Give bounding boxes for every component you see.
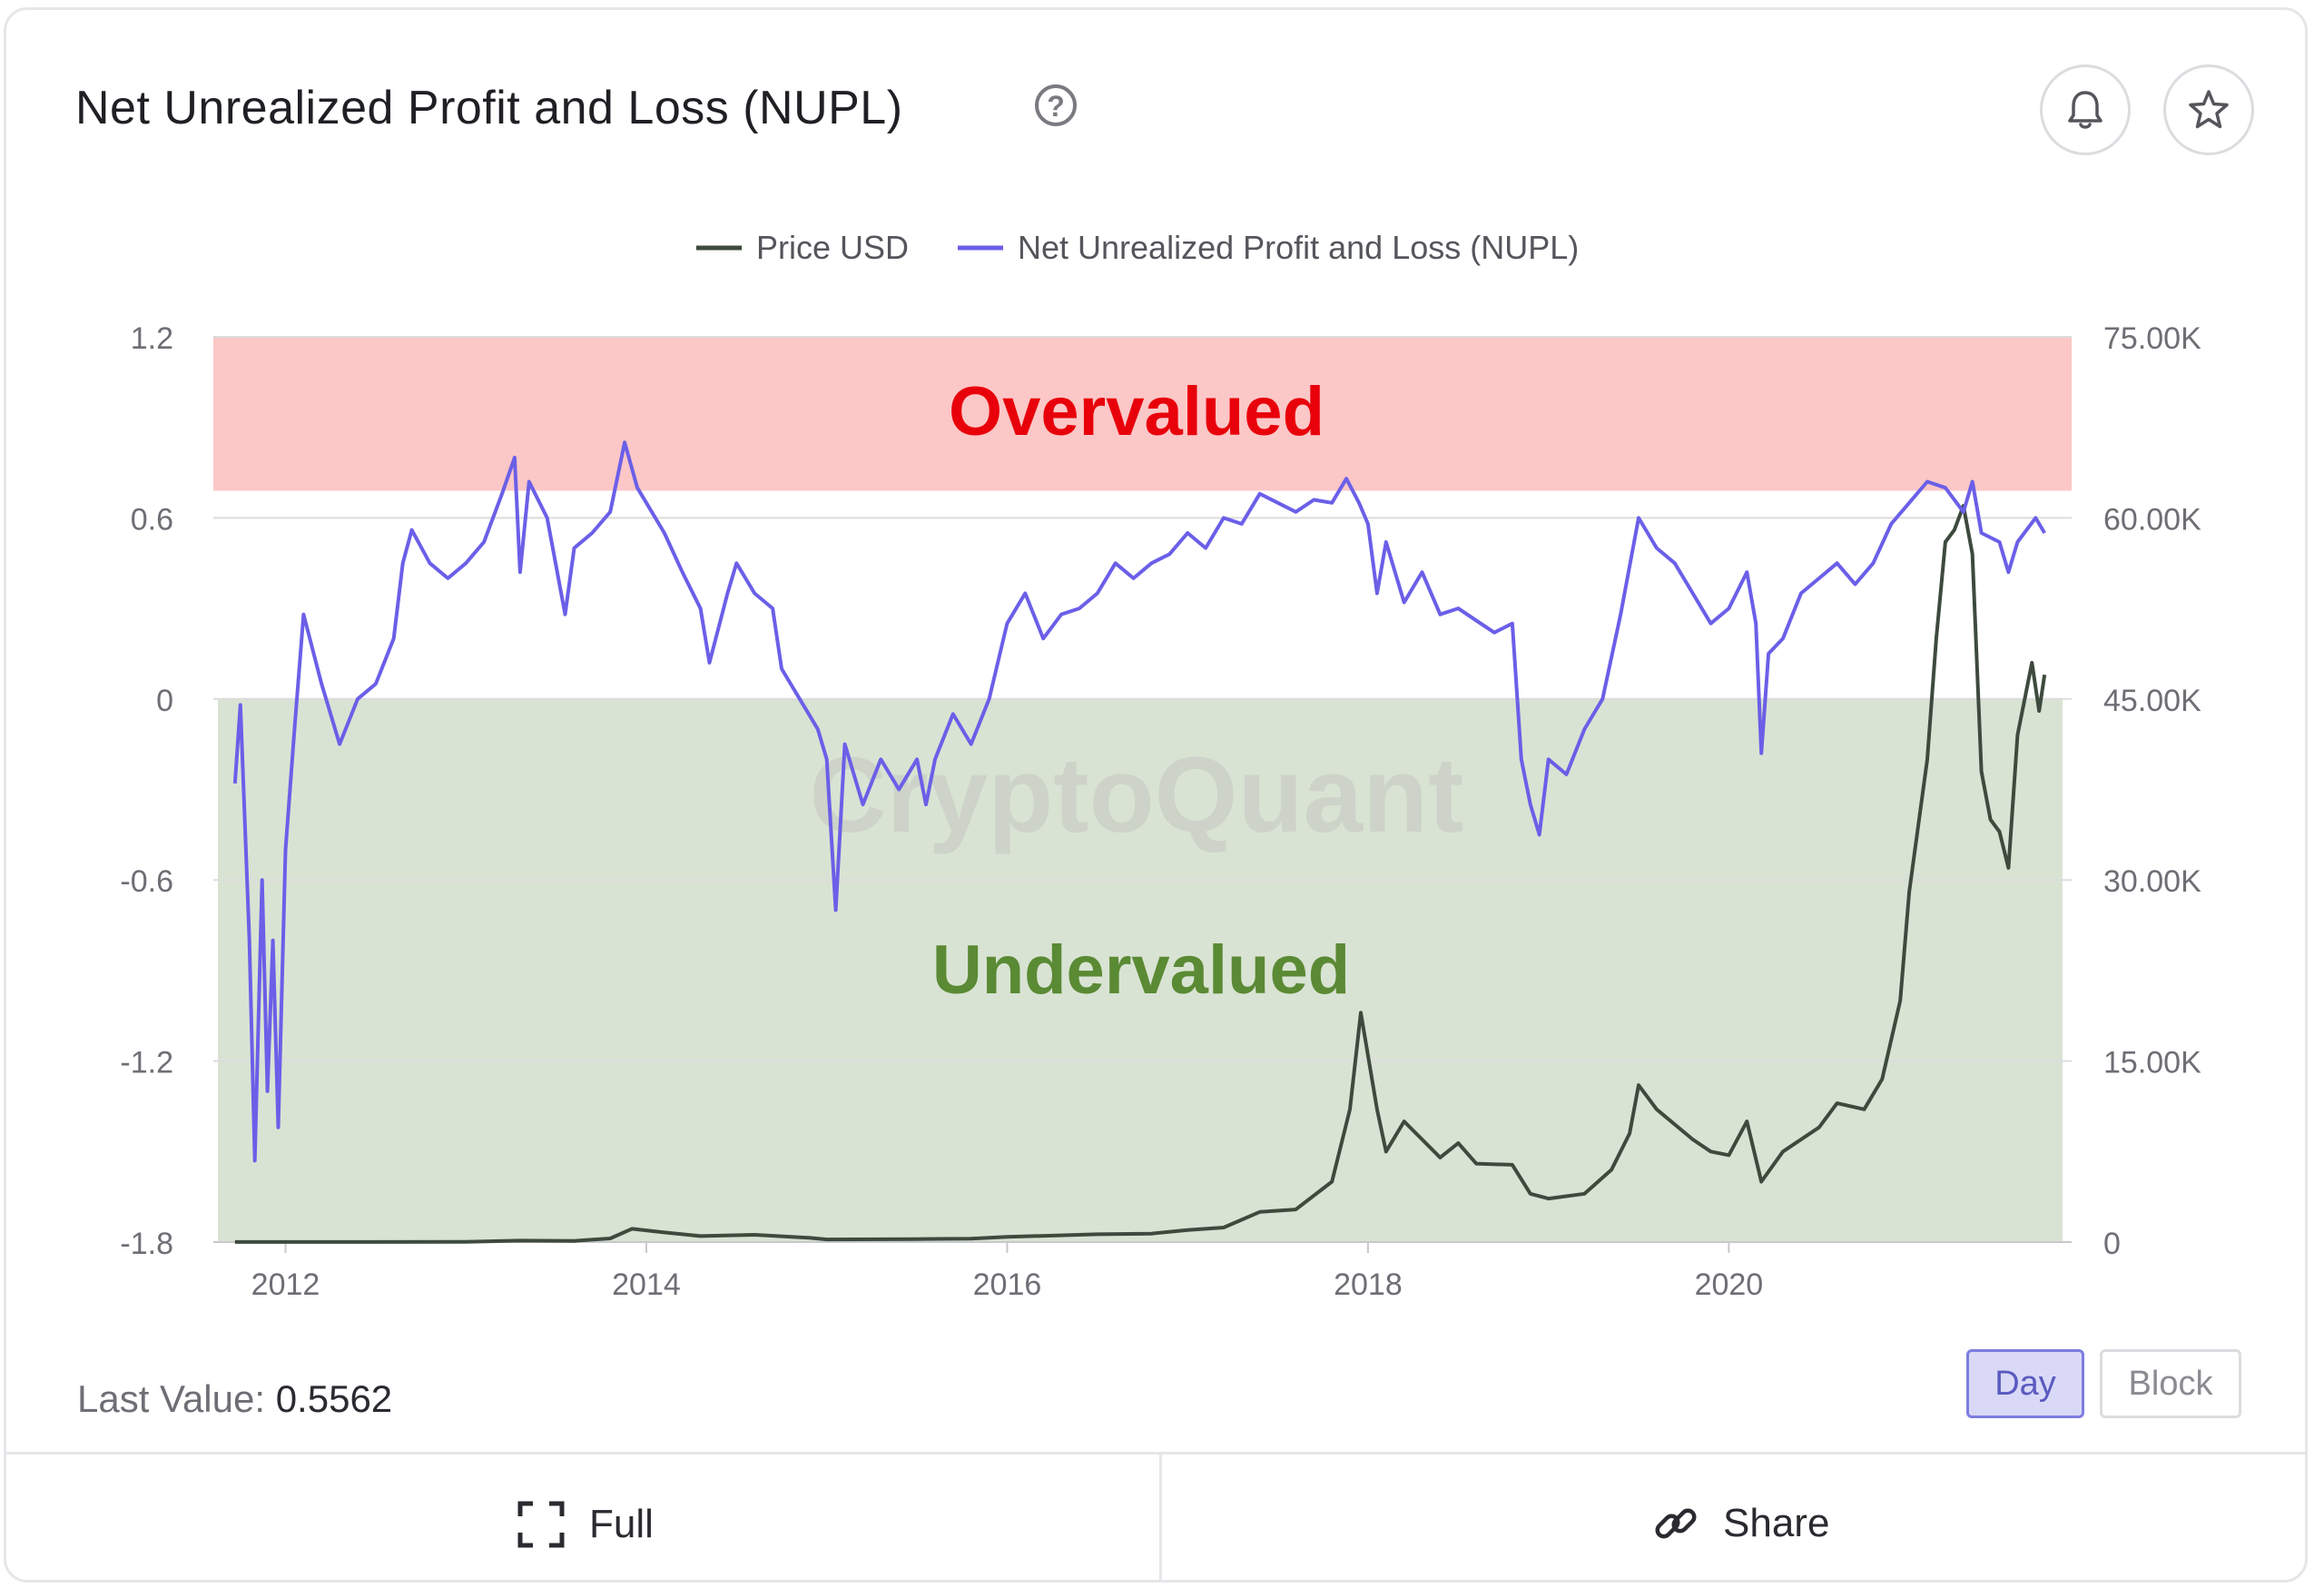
last-value-number: 0.5562 (275, 1377, 393, 1420)
block-toggle-button[interactable]: Block (2100, 1349, 2241, 1418)
day-toggle-button[interactable]: Day (1966, 1349, 2084, 1418)
favorite-button[interactable] (2163, 64, 2254, 155)
y-left-tick-label: -1.2 (120, 1046, 173, 1080)
x-tick-label: 2018 (1334, 1267, 1403, 1302)
x-tick-label: 2016 (973, 1267, 1042, 1302)
y-left-tick-label: -1.8 (120, 1227, 173, 1261)
nupl-chart-svg: 1.2 0.6 0 -0.6 -1.2 -1.8 75.00K 60.00K 45.00K 30.… (120, 229, 2201, 1302)
nupl-line (232, 440, 2046, 1163)
alert-button[interactable] (2040, 64, 2131, 155)
chart-area: 1.2 0.6 0 -0.6 -1.2 -1.8 75.00K 60.00K 45.00K 30.… (6, 192, 2305, 1308)
y-left-tick-label: -0.6 (120, 864, 173, 899)
footer-bar: Full Share (6, 1452, 2305, 1580)
x-tick-label: 2014 (612, 1267, 681, 1302)
x-tick-label: 2020 (1695, 1267, 1764, 1302)
y-right-tick-label: 0 (2103, 1227, 2121, 1261)
chart-title: Net Unrealized Profit and Loss (NUPL) (75, 82, 903, 134)
expand-icon (517, 1501, 565, 1548)
y-right-tick-label: 30.00K (2103, 864, 2201, 899)
overvalued-label: Overvalued (949, 373, 1324, 450)
legend-label-price: Price USD (756, 229, 909, 266)
y-right-tick-label: 15.00K (2103, 1046, 2201, 1080)
y-right-tick-label: 45.00K (2103, 684, 2201, 718)
full-button[interactable]: Full (6, 1455, 1159, 1580)
legend-label-nupl: Net Unrealized Profit and Loss (NUPL) (1018, 229, 1579, 266)
share-label: Share (1723, 1501, 1830, 1545)
question-circle-icon[interactable]: ? (1035, 84, 1077, 126)
star-icon (2189, 90, 2229, 129)
full-label: Full (589, 1502, 654, 1546)
y-right-tick-label: 75.00K (2103, 321, 2201, 356)
undervalued-label: Undervalued (932, 932, 1350, 1009)
last-value-label: Last Value: (77, 1377, 266, 1420)
share-button[interactable]: Share (1159, 1455, 2305, 1580)
y-right-tick-label: 60.00K (2103, 502, 2201, 537)
watermark: CryptoQuant (809, 735, 1463, 855)
y-left-tick-label: 1.2 (131, 321, 173, 356)
y-left-tick-label: 0 (156, 684, 173, 718)
price-usd-line (234, 504, 2047, 1244)
y-left-tick-label: 0.6 (131, 502, 173, 537)
bell-icon (2068, 91, 2102, 129)
overvalued-zone (213, 337, 2072, 491)
chart-card: Net Unrealized Profit and Loss (NUPL) ? … (4, 7, 2308, 1583)
last-value: Last Value: 0.5562 (77, 1377, 392, 1421)
x-tick-label: 2012 (251, 1267, 320, 1302)
link-icon (1655, 1508, 1697, 1539)
